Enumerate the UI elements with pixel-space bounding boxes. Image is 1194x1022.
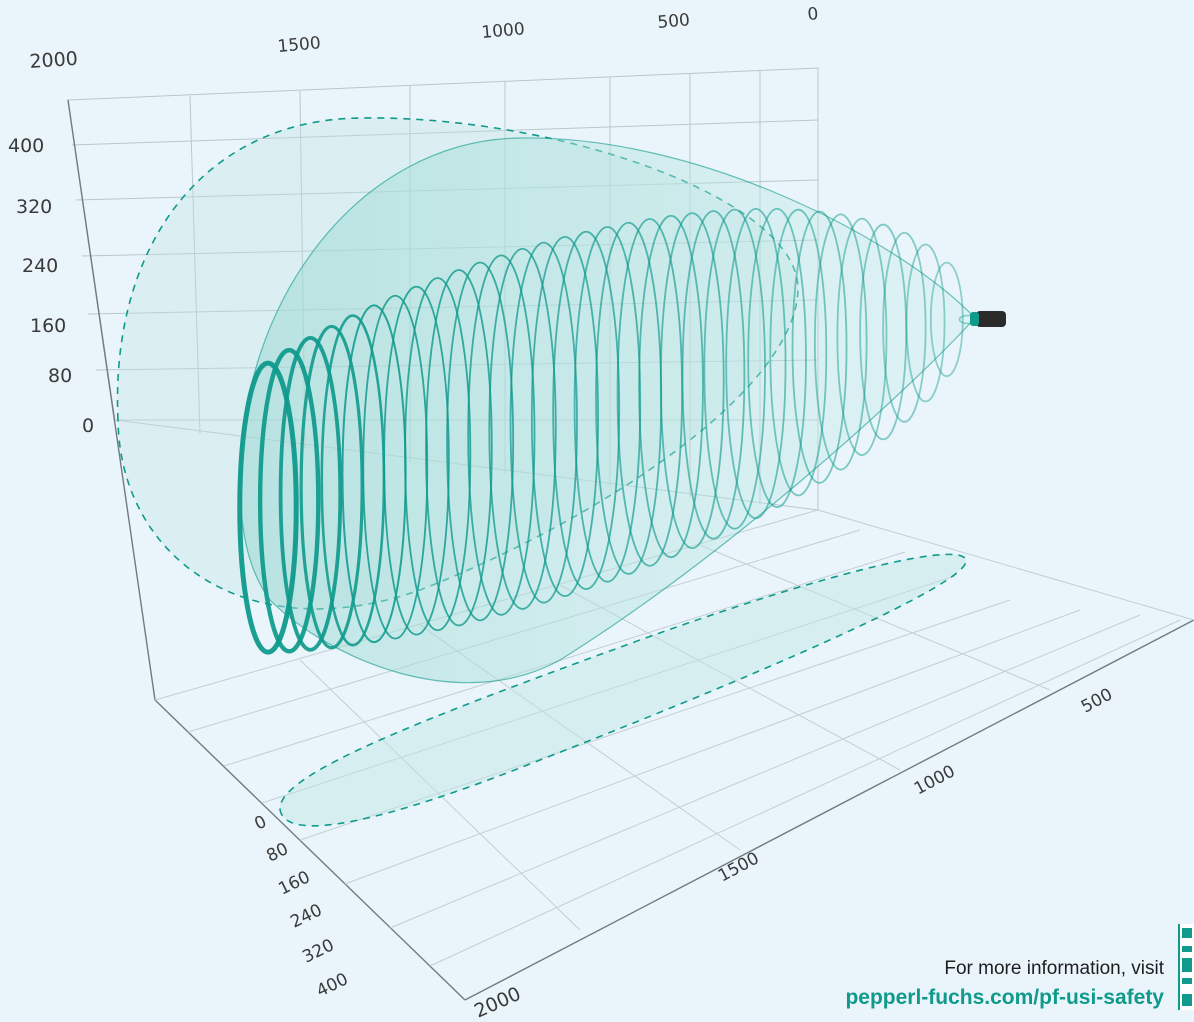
- floor-right-tick: 1000: [911, 761, 959, 799]
- footer-link[interactable]: pepperl-fuchs.com/pf-usi-safety: [845, 986, 1164, 1009]
- floor-left-tick: 240: [287, 900, 325, 932]
- lobe-ring: [882, 231, 927, 423]
- lobe-ring: [383, 285, 450, 636]
- lobe-ring: [257, 347, 321, 654]
- floor-left-tick: 320: [299, 935, 337, 967]
- lobe-ring: [467, 254, 536, 616]
- lobe-ring: [905, 243, 946, 403]
- lobe-ring: [747, 207, 807, 509]
- floor-left-tick: 160: [275, 867, 313, 899]
- floor-right-tick: 1500: [715, 848, 763, 886]
- lobe-ring: [573, 226, 642, 583]
- lobe-ring: [791, 210, 848, 484]
- vertical-tick: 240: [22, 255, 58, 277]
- lobe-ring: [681, 210, 746, 540]
- lobe-ring: [638, 214, 704, 559]
- lobe-ring: [530, 236, 600, 597]
- back-top-tick: 0: [807, 4, 820, 25]
- lobe-ring: [552, 230, 621, 590]
- qr-code-icon[interactable]: [1178, 924, 1194, 1010]
- vertical-tick: 80: [48, 365, 72, 387]
- lobe-ring: [299, 324, 364, 650]
- lobe-ring: [703, 208, 766, 530]
- vertical-tick: 400: [8, 135, 44, 157]
- lobe-ring: [859, 223, 908, 441]
- lobe-ring: [769, 208, 828, 497]
- lobe-ring: [836, 217, 888, 457]
- lobe-ring: [237, 360, 299, 655]
- vertical-tick: 320: [16, 196, 52, 218]
- lobe-ring: [659, 212, 725, 550]
- lobe-cross-section-rings: [237, 207, 978, 655]
- lobe-ring: [813, 213, 868, 471]
- lobe-ring: [488, 247, 557, 610]
- lobe-ring: [362, 294, 429, 640]
- back-top-tick: 1000: [481, 19, 526, 43]
- vertical-tick: 0: [82, 415, 94, 437]
- lobe-ring: [929, 261, 964, 378]
- lobe-ring: [446, 261, 515, 622]
- sensor-icon: [970, 311, 1006, 327]
- lobe-ring: [404, 277, 472, 632]
- floor-right-tick: 500: [1078, 685, 1116, 718]
- floor-left-tick: 0: [251, 812, 269, 835]
- footer: For more information, visit pepperl-fuch…: [845, 958, 1164, 1010]
- left-axis: [67, 99, 1194, 1001]
- floor-right-tick: 2000: [471, 983, 524, 1022]
- vertical-tick: 160: [30, 315, 66, 337]
- lobe-ring: [509, 241, 578, 604]
- footer-text: For more information, visit: [944, 958, 1164, 979]
- back-top-tick: 1500: [277, 33, 322, 57]
- lobe-ring: [725, 207, 787, 520]
- lobe-ring: [278, 336, 343, 652]
- lobe-ring: [425, 269, 493, 627]
- floor-projection-outline: [279, 553, 967, 827]
- floor-left-tick: 80: [263, 839, 291, 866]
- back-top-tick: 2000: [29, 48, 79, 73]
- back-top-tick: 500: [657, 10, 691, 33]
- floor-left-tick: 400: [313, 969, 351, 1001]
